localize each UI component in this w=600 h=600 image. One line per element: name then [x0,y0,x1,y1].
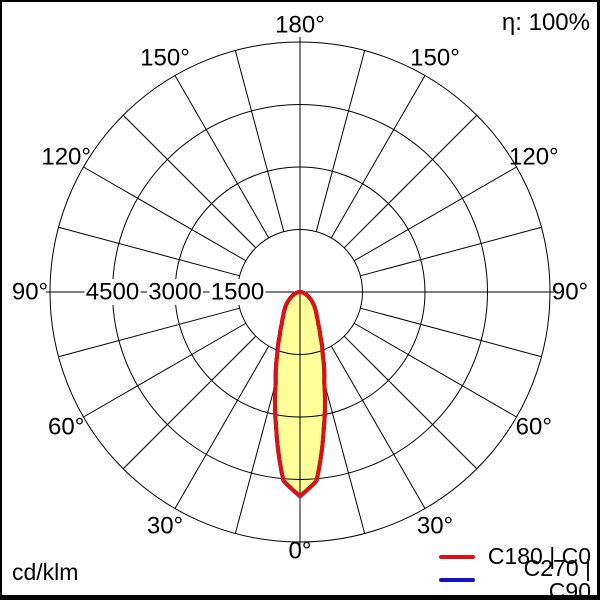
c0-curve-color-swatch [439,554,475,559]
radial-label-mask [209,279,266,305]
polar-grid-radial-line [174,345,270,509]
polar-grid-radial-line [353,166,517,262]
radial-tick-label: 4500 [86,279,139,306]
unit-label: cd/klm [12,559,79,585]
polar-grid-radial-line [83,322,247,418]
polar-grid-radial-line [343,114,478,249]
polar-grid-radial-line [343,335,478,470]
radial-tick-label: 1500 [211,279,264,306]
polar-grid-radial-line [234,50,285,232]
polar-grid-radial-line [360,226,542,277]
angle-tick-label: 0° [289,538,312,565]
c90-curve-color-swatch [439,577,475,582]
angle-tick-label: 90° [552,279,588,306]
legend-item-c90: C270 | C90 [439,556,591,595]
polar-grid-radial-line [122,335,257,470]
angle-tick-label: 30° [147,512,183,539]
angle-tick-label: 150° [140,45,190,72]
c0-curve-label: C180 | C0 [487,543,591,569]
legend-item-c0: C180 | C0 [439,545,591,568]
radial-tick-label: 3000 [148,279,201,306]
polar-grid-radial-line [315,50,366,232]
polar-grid-radial-line [122,114,257,249]
polar-grid-radial-line [353,322,517,418]
polar-grid-radial-line [58,307,240,358]
angle-tick-label: 60° [48,414,84,441]
curve-c180-c0 [272,290,328,499]
radial-label-mask [147,279,203,305]
radial-label-mask [84,279,141,305]
angle-tick-label: 120° [41,144,91,171]
polar-grid-radial-line [83,166,247,262]
angle-tick-label: 120° [509,144,559,171]
angle-tick-label: 30° [417,512,453,539]
polar-grid-radial-line [360,307,542,358]
angle-tick-label: 150° [410,45,460,72]
polar-grid-radial-line [330,75,426,239]
polar-grid-radial-line [174,75,270,239]
angle-tick-label: 90° [12,279,48,306]
angle-tick-label: 180° [275,12,325,39]
legend: C180 | C0 C270 | C90 [439,545,591,595]
efficiency-label: η: 100% [501,9,590,36]
angle-tick-label: 60° [516,414,552,441]
polar-grid-radial-line [58,226,240,277]
c90-curve-label: C270 | C90 [523,554,591,600]
polar-grid-radial-line [330,345,426,509]
